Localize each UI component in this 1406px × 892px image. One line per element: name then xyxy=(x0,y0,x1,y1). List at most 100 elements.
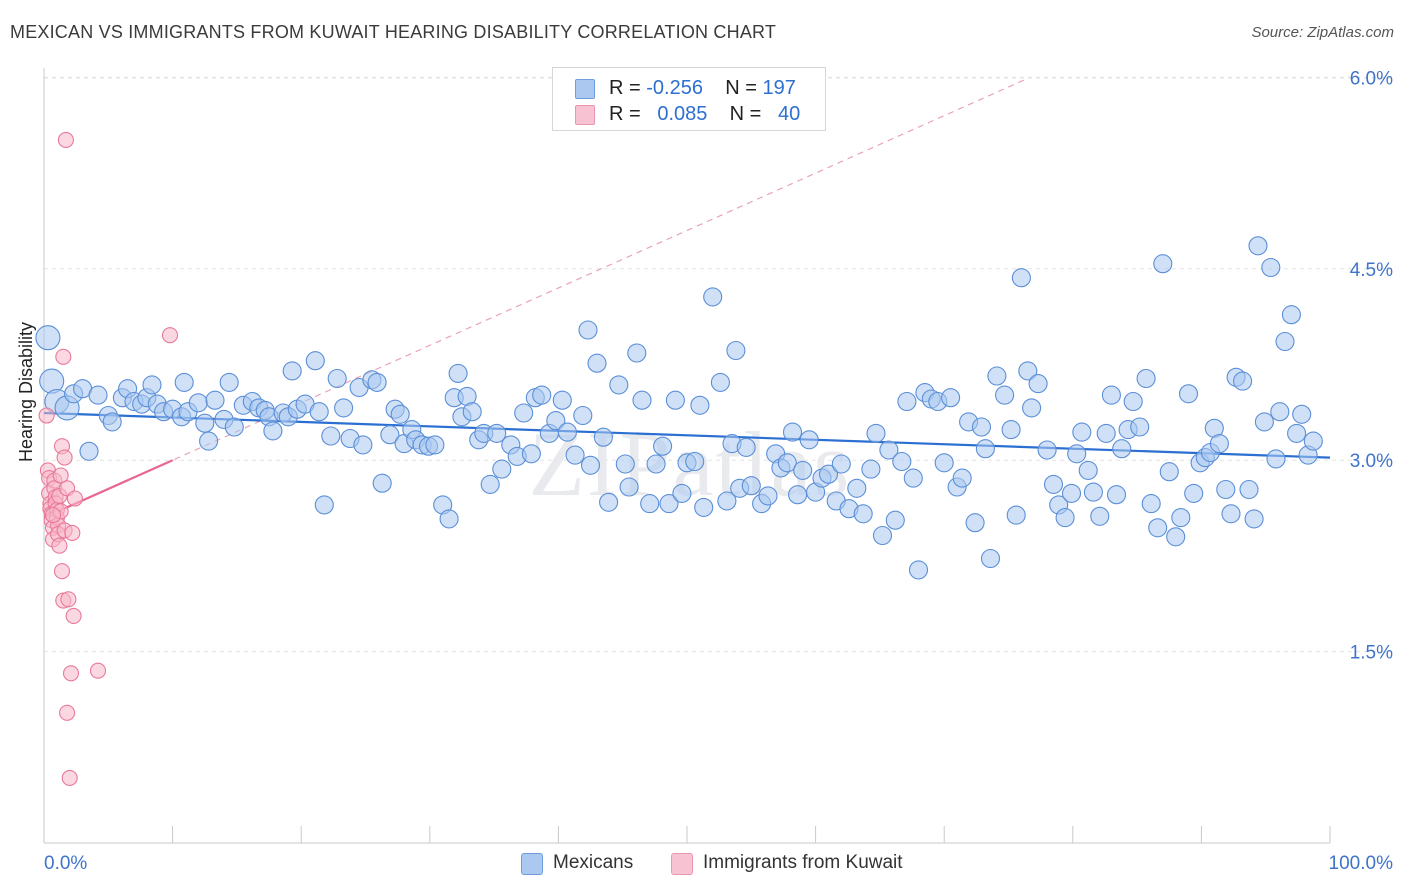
point-kuwait xyxy=(59,704,76,721)
point-mexicans xyxy=(975,439,995,459)
point-mexicans xyxy=(741,476,761,496)
legend-n-label: N = xyxy=(725,77,757,99)
point-mexicans xyxy=(892,451,912,472)
point-mexicans xyxy=(1209,434,1229,454)
x-tick-label: 100.0% xyxy=(1329,853,1394,874)
point-mexicans xyxy=(897,391,917,412)
point-mexicans xyxy=(861,459,881,479)
point-mexicans xyxy=(390,404,410,424)
point-mexicans xyxy=(480,474,500,494)
axes xyxy=(43,68,1331,844)
point-mexicans xyxy=(1090,506,1110,526)
point-mexicans xyxy=(1106,485,1127,505)
series-mexicans xyxy=(35,236,1323,580)
point-mexicans xyxy=(205,390,225,410)
point-mexicans xyxy=(1130,417,1150,437)
point-mexicans xyxy=(142,375,162,395)
point-mexicans xyxy=(853,504,873,524)
grid-lines xyxy=(44,76,1392,653)
point-mexicans xyxy=(1096,423,1116,443)
point-mexicans xyxy=(710,372,730,392)
point-mexicans xyxy=(1216,479,1236,500)
point-kuwait xyxy=(61,769,78,786)
point-mexicans xyxy=(818,464,839,484)
point-mexicans xyxy=(941,388,961,408)
point-mexicans xyxy=(305,351,325,371)
y-axis-label: Hearing Disability xyxy=(16,321,36,462)
point-kuwait xyxy=(65,607,82,624)
point-mexicans xyxy=(353,435,373,455)
point-mexicans xyxy=(263,421,283,441)
point-mexicans xyxy=(1148,518,1168,538)
point-mexicans xyxy=(580,455,601,475)
point-mexicans xyxy=(372,473,392,493)
point-mexicans xyxy=(327,368,347,389)
y-tick-label: 4.5% xyxy=(1350,260,1393,281)
point-mexicans xyxy=(565,445,585,465)
point-mexicans xyxy=(1171,508,1191,528)
legend-n-label: N = xyxy=(729,103,762,125)
point-mexicans xyxy=(726,340,746,361)
point-kuwait xyxy=(38,407,55,424)
point-mexicans xyxy=(799,430,819,450)
point-mexicans xyxy=(1037,440,1057,460)
point-mexicans xyxy=(425,435,445,455)
point-mexicans xyxy=(672,483,692,503)
point-kuwait xyxy=(55,348,72,365)
point-mexicans xyxy=(448,363,468,383)
legend-swatch-mexicans xyxy=(575,79,595,99)
point-mexicans xyxy=(1239,479,1259,500)
point-mexicans xyxy=(736,437,756,457)
bottom-legend-label: Immigrants from Kuwait xyxy=(703,852,903,873)
point-mexicans xyxy=(587,353,607,373)
legend: R = -0.256 N = 197 R = 0.085 N = 40 xyxy=(552,67,826,131)
point-mexicans xyxy=(646,454,666,474)
point-kuwait xyxy=(66,490,83,507)
point-mexicans xyxy=(1022,398,1042,418)
point-mexicans xyxy=(1159,462,1179,482)
point-mexicans xyxy=(487,423,507,443)
point-mexicans xyxy=(224,417,244,437)
point-mexicans xyxy=(1001,420,1021,440)
legend-swatch-kuwait xyxy=(575,105,595,125)
point-mexicans xyxy=(314,495,334,515)
bottom-legend-swatch-kuwait xyxy=(671,853,693,875)
point-mexicans xyxy=(965,513,985,533)
point-mexicans xyxy=(593,427,613,447)
y-tick-label: 1.5% xyxy=(1350,643,1393,664)
point-mexicans xyxy=(952,468,972,488)
chart-title: MEXICAN VS IMMIGRANTS FROM KUWAIT HEARIN… xyxy=(10,22,777,42)
point-mexicans xyxy=(1141,494,1161,514)
legend-r-value: -0.256 xyxy=(646,77,703,99)
point-mexicans xyxy=(521,444,541,464)
point-mexicans xyxy=(995,385,1015,405)
point-mexicans xyxy=(1011,268,1031,288)
point-mexicans xyxy=(367,372,387,392)
point-mexicans xyxy=(872,525,893,546)
point-mexicans xyxy=(788,485,808,505)
point-mexicans xyxy=(188,393,208,413)
point-kuwait xyxy=(53,563,71,580)
point-mexicans xyxy=(1248,236,1268,256)
point-mexicans xyxy=(199,431,219,451)
point-mexicans xyxy=(462,402,482,422)
point-mexicans xyxy=(1078,460,1098,480)
point-kuwait xyxy=(64,524,81,541)
point-mexicans xyxy=(1221,504,1241,524)
point-mexicans xyxy=(971,417,992,437)
point-kuwait xyxy=(56,449,73,466)
point-mexicans xyxy=(282,361,302,381)
point-mexicans xyxy=(35,325,61,351)
tick-labels: 1.5% 3.0% 4.5% 6.0% 0.0% 100.0% xyxy=(44,68,1393,874)
point-mexicans xyxy=(1166,527,1186,547)
point-mexicans xyxy=(219,372,239,392)
point-kuwait xyxy=(44,507,62,524)
point-mexicans xyxy=(1067,444,1087,464)
point-mexicans xyxy=(88,385,108,405)
point-mexicans xyxy=(439,509,459,529)
point-mexicans xyxy=(777,453,797,473)
point-mexicans xyxy=(1292,404,1312,424)
point-mexicans xyxy=(174,372,194,392)
point-mexicans xyxy=(793,460,813,480)
point-mexicans xyxy=(665,390,685,410)
